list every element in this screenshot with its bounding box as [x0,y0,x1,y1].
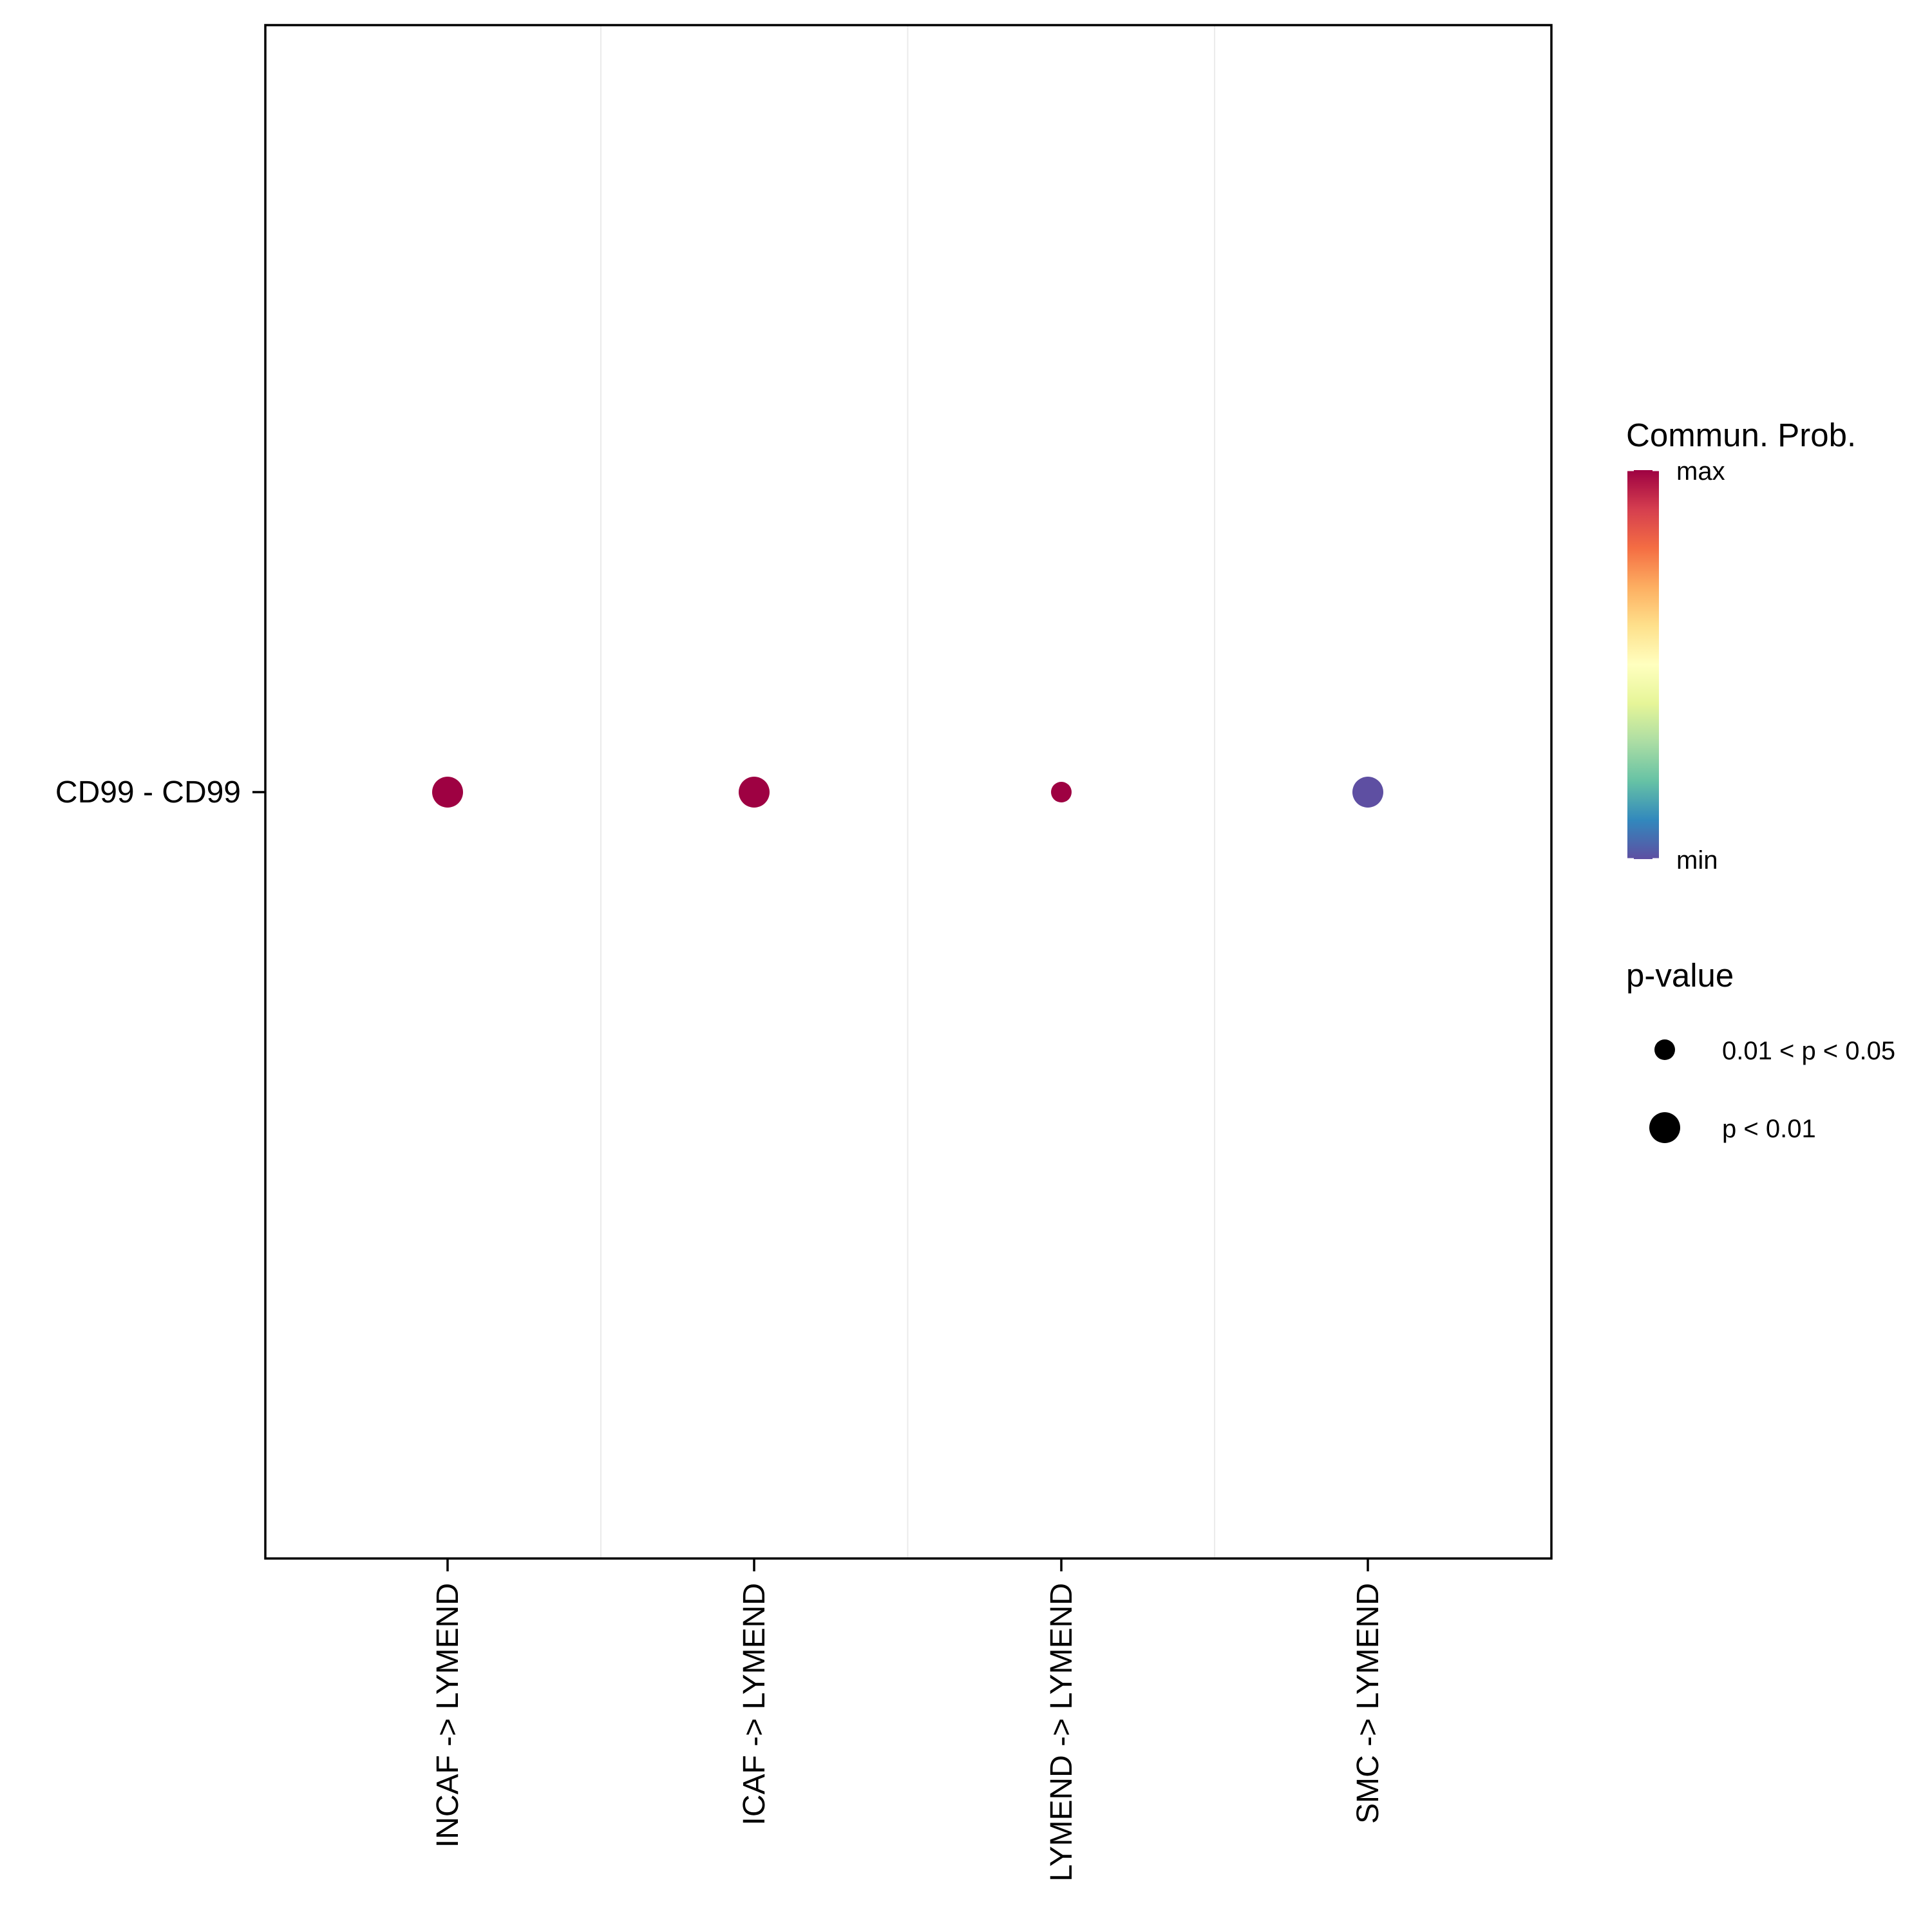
size-legend-label-small: 0.01 < p < 0.05 [1722,1037,1895,1065]
color-legend-max-label: max [1676,457,1725,486]
data-point [432,777,463,808]
color-legend-min-label: min [1676,846,1718,875]
data-point [739,777,770,808]
data-point [1352,777,1383,808]
size-legend-title: p-value [1626,957,1734,994]
color-bar [1627,470,1659,859]
x-tick-label: ICAF -> LYMEND [737,1583,772,1826]
size-legend-key-small [1654,1039,1675,1060]
size-legend: p-value 0.01 < p < 0.05 p < 0.01 [1626,957,1895,1143]
color-legend-title: Commun. Prob. [1626,417,1856,453]
data-point [1051,782,1072,802]
x-tick-label: INCAF -> LYMEND [431,1583,465,1848]
x-axis: INCAF -> LYMEND ICAF -> LYMEND LYMEND -> L… [431,1558,1385,1882]
y-axis: CD99 - CD99 [55,775,265,810]
color-legend: Commun. Prob. max min [1626,417,1856,875]
x-tick-label: LYMEND -> LYMEND [1045,1583,1079,1882]
size-legend-label-large: p < 0.01 [1722,1115,1816,1143]
grid-lines [600,25,1215,1558]
x-tick-label: SMC -> LYMEND [1351,1583,1385,1824]
data-points [432,777,1383,808]
size-legend-key-large [1649,1112,1680,1143]
y-tick-label: CD99 - CD99 [55,775,241,810]
